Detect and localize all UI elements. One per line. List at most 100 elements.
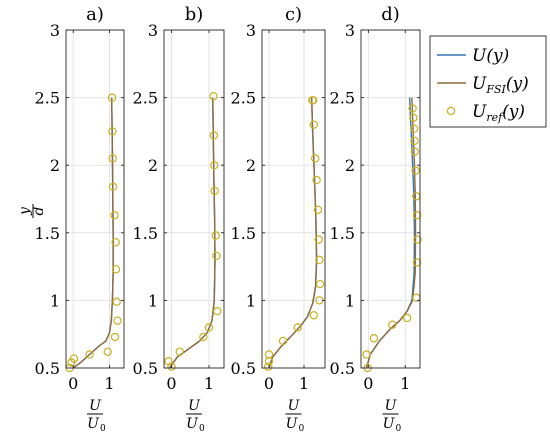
x-axis-label-denominator: U [186,416,199,432]
ref-marker [199,332,208,342]
ref-marker [409,124,419,133]
x-tick-label: 1 [204,374,214,393]
y-tick-label: 3 [345,21,355,40]
y-tick-label: 0.5 [231,359,256,378]
ref-marker [388,320,397,329]
y-tick-label: 2 [50,156,60,175]
ref-marker [315,255,324,265]
series-line-u-fsi [72,97,114,369]
ref-marker [278,336,288,346]
ref-marker [108,127,117,136]
ref-marker [313,205,323,215]
x-axis-label-denominator-subscript: 0 [199,424,205,434]
y-tick-label: 2 [345,156,355,175]
panel-1: 0.511.522.530 1a)UU 0 [35,4,125,434]
ref-marker [308,96,317,105]
ref-marker [211,231,220,240]
series-line-u-fsi [365,97,417,369]
x-axis-label: UU 0 [382,398,402,434]
x-tick-label: 1 [104,374,114,393]
ref-marker [413,235,422,244]
x-axis-label-denominator: U [383,416,396,432]
ref-marker [412,211,422,220]
ref-marker [293,323,302,332]
legend-item-u-fsi: UFSI(y) [437,74,529,96]
ref-marker [362,350,371,359]
ref-marker [69,354,79,363]
y-axis-label: y d [17,204,47,218]
y-axis-label-numerator: y [17,206,33,216]
ref-marker [112,297,121,306]
ref-marker [103,347,112,356]
ref-marker [369,334,379,343]
y-tick-label: 1.5 [330,224,355,243]
ref-marker [410,136,419,146]
ref-marker [204,323,214,332]
panel-background [66,30,124,368]
x-axis-label-numerator: U [288,398,301,414]
ref-marker [175,347,184,356]
ref-marker [410,147,420,156]
ref-marker [210,186,219,196]
ref-marker [408,104,417,113]
x-axis-label-denominator-subscript: 0 [100,424,106,434]
y-tick-label: 2 [246,156,256,175]
panel-title: a) [86,4,104,25]
panel-2: 0.511.522.530 1b)UU 0 [133,4,225,434]
panel-background [164,30,224,368]
ref-marker [309,311,318,320]
x-axis-label: UU 0 [186,398,205,434]
legend-item-u: U(y) [437,46,509,66]
legend-label: U(y) [472,46,509,66]
panel-frame [163,29,225,369]
y-tick-label: 1 [148,291,158,310]
panel-3: 0.511.522.530 1c)UU 0 [231,4,326,434]
x-axis-label: UU 0 [285,398,305,434]
ref-marker [111,238,120,247]
ref-marker [309,120,318,129]
legend: U(y) UFSI(y) Uref(y) [429,35,547,128]
ref-marker [167,362,176,371]
x-axis-label-denominator: U [87,416,100,432]
y-tick-label: 1.5 [133,224,158,243]
ref-marker [113,316,122,325]
y-tick-label: 3 [246,21,256,40]
ref-marker [85,350,94,359]
y-tick-label: 2 [148,156,158,175]
y-tick-label: 0.5 [330,359,355,378]
ref-marker [312,175,321,185]
x-tick-label: 1 [299,374,309,393]
x-tick-label: 0 [166,374,176,393]
legend-box [429,35,547,128]
ref-marker [264,362,273,371]
ref-marker [111,265,121,274]
ref-marker [411,166,420,175]
ref-marker [314,235,323,244]
panel-title: c) [285,4,302,25]
x-tick-label: 0 [363,374,373,393]
ref-marker [110,332,120,342]
x-axis-label-numerator: U [89,398,102,414]
x-tick-label: 0 [264,374,274,393]
y-tick-label: 2.5 [330,89,355,108]
ref-marker [412,258,422,267]
y-tick-label: 1 [50,291,60,310]
ref-marker [209,92,218,101]
ref-marker [402,313,412,323]
y-tick-label: 1.5 [35,224,60,243]
panel-title: d) [381,4,400,25]
legend-item-u-ref: Uref(y) [446,102,525,124]
y-tick-label: 2.5 [35,89,60,108]
series-line-u-fsi [169,97,216,369]
panel-4: 0.511.522.530 1d)UU 0 [330,4,422,434]
ref-marker [107,93,117,102]
panels-area: 0.511.522.530 1a)UU 00.511.522.530 1b)UU 00.… [35,4,422,434]
x-tick-label: 0 [68,374,78,393]
ref-marker [315,279,325,289]
y-tick-label: 3 [50,21,60,40]
ref-marker [210,160,219,170]
ref-marker [213,307,222,316]
x-axis-label-denominator: U [286,416,299,432]
x-axis-label-denominator-subscript: 0 [299,424,305,434]
